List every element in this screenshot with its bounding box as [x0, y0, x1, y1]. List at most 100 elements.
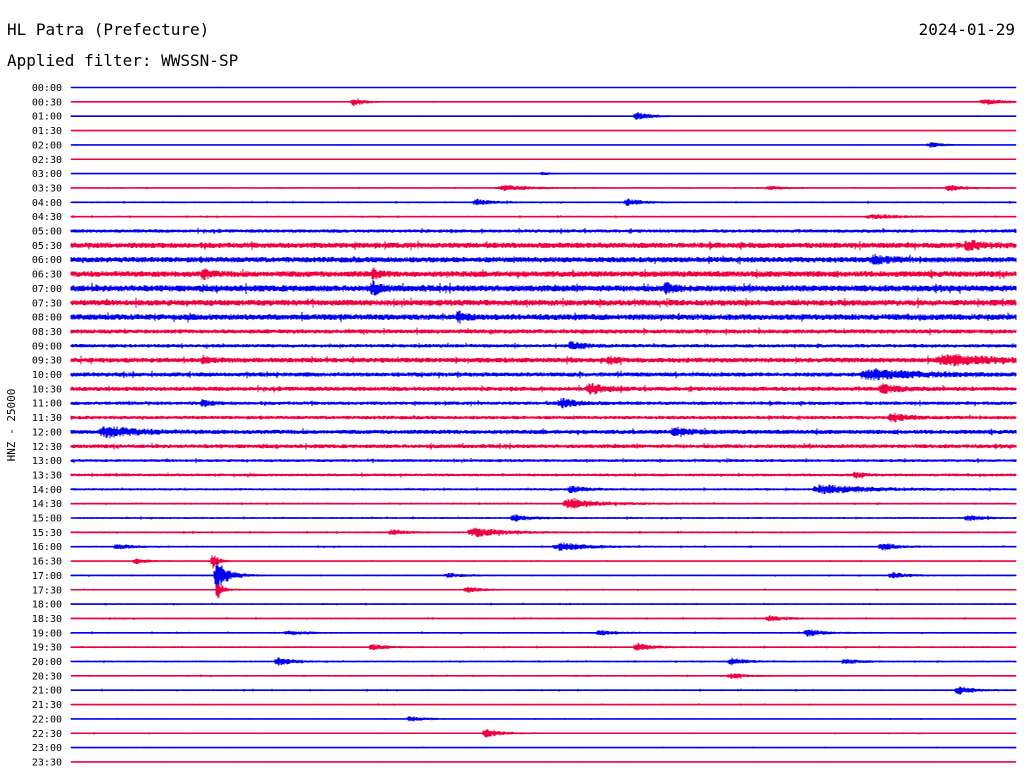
seismic-trace	[70, 280, 1017, 296]
seismic-trace	[70, 158, 1017, 160]
time-tick-label: 14:00	[32, 485, 62, 496]
seismic-trace	[70, 746, 1017, 749]
time-tick-label: 09:00	[32, 341, 62, 352]
seismic-trace	[70, 86, 1017, 89]
time-tick-label: 16:00	[32, 542, 62, 553]
seismic-trace	[70, 267, 1017, 281]
time-tick-label: 12:00	[32, 427, 62, 438]
time-tick-label: 22:30	[32, 729, 62, 740]
seismic-trace	[70, 442, 1017, 450]
time-tick-label: 20:00	[32, 657, 62, 668]
time-tick-label: 08:30	[32, 327, 62, 338]
time-tick-label: 13:00	[32, 456, 62, 467]
seismic-trace	[70, 310, 1017, 324]
seismic-trace	[70, 498, 1017, 509]
time-tick-label: 08:00	[32, 313, 62, 324]
seismic-trace	[70, 457, 1017, 464]
seismic-trace	[70, 471, 1017, 479]
time-tick-label: 01:00	[32, 112, 62, 123]
seismic-trace	[70, 368, 1017, 381]
time-tick-label: 01:30	[32, 126, 62, 137]
time-tick-label: 02:30	[32, 155, 62, 166]
time-tick-label: 11:00	[32, 399, 62, 410]
seismic-trace	[70, 185, 1017, 192]
time-tick-label: 00:00	[32, 83, 62, 94]
seismic-trace	[70, 227, 1017, 235]
seismic-trace	[70, 673, 1017, 679]
time-tick-label: 04:00	[32, 198, 62, 209]
time-tick-label: 07:30	[32, 298, 62, 309]
seismic-trace	[70, 353, 1017, 367]
time-tick-label: 03:30	[32, 183, 62, 194]
time-tick-label: 18:00	[32, 600, 62, 611]
seismic-trace	[70, 555, 1017, 569]
time-tick-label: 17:30	[32, 585, 62, 596]
time-tick-label: 21:00	[32, 686, 62, 697]
time-tick-label: 00:30	[32, 97, 62, 108]
seismic-trace	[70, 615, 1017, 622]
seismic-trace	[70, 426, 1017, 439]
time-tick-label: 05:30	[32, 241, 62, 252]
seismic-trace	[70, 98, 1017, 107]
time-tick-label: 14:30	[32, 499, 62, 510]
filter-label: Applied filter:	[7, 51, 152, 70]
time-tick-label: 06:30	[32, 270, 62, 281]
time-tick-label: 10:30	[32, 384, 62, 395]
seismic-trace	[70, 703, 1017, 706]
time-tick-label: 18:30	[32, 614, 62, 625]
seismic-trace	[70, 657, 1017, 666]
seismic-trace	[70, 297, 1017, 309]
seismic-trace	[70, 340, 1017, 350]
seismic-trace	[70, 542, 1017, 551]
seismic-trace	[70, 382, 1017, 396]
record-date: 2024-01-29	[918, 20, 1015, 39]
time-tick-label: 19:00	[32, 628, 62, 639]
seismic-trace	[70, 239, 1017, 252]
filter-line: Applied filter: WWSSN-SP	[7, 51, 238, 70]
time-tick-label: 17:00	[32, 571, 62, 582]
seismic-trace	[70, 213, 1017, 220]
seismic-trace	[70, 514, 1017, 522]
time-tick-label: 02:00	[32, 140, 62, 151]
seismic-trace	[70, 130, 1017, 132]
seismic-trace	[70, 142, 1017, 148]
seismic-trace	[70, 484, 1017, 495]
time-tick-label: 15:30	[32, 528, 62, 539]
time-tick-label: 10:00	[32, 370, 62, 381]
seismic-trace	[70, 629, 1017, 637]
y-axis-label: HNZ - 25000	[5, 389, 18, 462]
seismic-trace	[70, 716, 1017, 722]
seismic-trace	[70, 602, 1017, 606]
seismic-trace	[70, 527, 1017, 538]
trace-rows: 00:00 00:30 01:00 01:30 02:00 02:30 03:00 03:30…	[32, 83, 1017, 768]
time-tick-label: 15:00	[32, 514, 62, 525]
seismic-trace	[70, 397, 1017, 409]
seismic-trace	[70, 327, 1017, 336]
station-title: HL Patra (Prefecture)	[7, 20, 210, 39]
seismic-trace	[70, 729, 1017, 738]
seismic-trace	[70, 171, 1017, 176]
time-tick-label: 23:00	[32, 743, 62, 754]
time-tick-label: 03:00	[32, 169, 62, 180]
seismic-trace	[70, 642, 1017, 652]
seismic-trace	[70, 253, 1017, 265]
seismic-trace	[70, 686, 1017, 695]
time-tick-label: 06:00	[32, 255, 62, 266]
seismic-trace	[70, 562, 1017, 587]
time-tick-label: 20:30	[32, 671, 62, 682]
time-tick-label: 13:30	[32, 470, 62, 481]
seismic-trace	[70, 583, 1017, 599]
time-tick-label: 21:30	[32, 700, 62, 711]
time-tick-label: 16:30	[32, 557, 62, 568]
time-tick-label: 19:30	[32, 643, 62, 654]
seismic-trace	[70, 111, 1017, 120]
time-tick-label: 09:30	[32, 356, 62, 367]
time-tick-label: 05:00	[32, 227, 62, 238]
time-tick-label: 07:00	[32, 284, 62, 295]
seismic-trace	[70, 198, 1017, 207]
filter-value: WWSSN-SP	[161, 51, 239, 70]
time-tick-label: 12:30	[32, 442, 62, 453]
time-tick-label: 04:30	[32, 212, 62, 223]
seismic-trace	[70, 412, 1017, 423]
